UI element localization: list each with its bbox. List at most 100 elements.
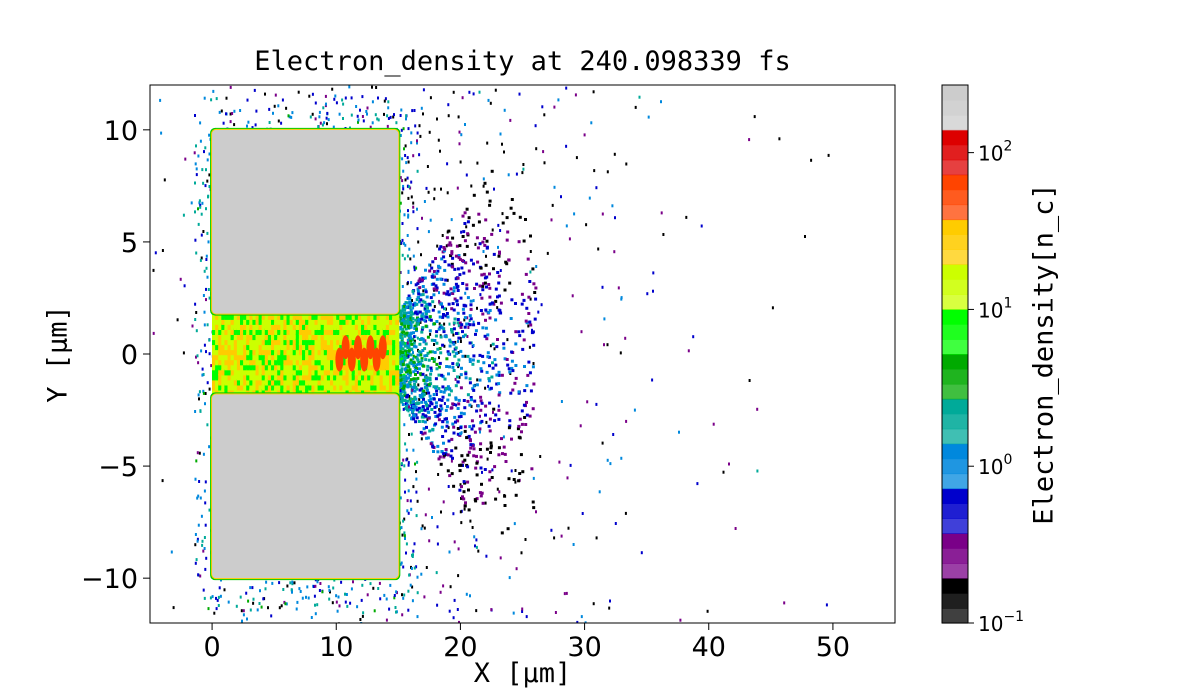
density-speck	[592, 90, 595, 94]
density-speck	[184, 157, 187, 161]
plume-cell	[481, 326, 485, 330]
halo-cell	[323, 121, 326, 125]
channel-cell	[379, 384, 384, 391]
channel-cell	[379, 323, 384, 330]
plume-cell	[414, 365, 417, 368]
plume-cell	[420, 330, 424, 334]
plume-cell	[451, 362, 455, 366]
channel-cell	[258, 363, 263, 371]
channel-cell	[267, 343, 272, 351]
density-speck	[436, 117, 438, 121]
channel-cell	[339, 318, 344, 325]
channel-cell	[308, 363, 313, 371]
hot-spot	[366, 335, 375, 360]
halo-cell	[195, 558, 198, 562]
halo-cell	[242, 609, 245, 613]
plume-cell	[488, 417, 492, 421]
channel-cell	[277, 353, 282, 361]
channel-cell	[243, 384, 248, 391]
halo-cell	[340, 580, 343, 584]
channel-cell	[218, 374, 223, 381]
plume-cell	[464, 304, 468, 308]
plume-cell	[425, 386, 429, 390]
plume-cell	[496, 295, 499, 299]
halo-cell	[412, 357, 415, 361]
halo-cell	[194, 181, 196, 185]
channel-cell	[311, 379, 316, 386]
halo-cell	[291, 590, 293, 594]
halo-cell	[415, 477, 418, 481]
channel-cell	[348, 369, 353, 376]
channel-cell	[243, 338, 248, 346]
density-speck	[402, 184, 405, 188]
channel-cell	[283, 318, 288, 325]
channel-cell	[233, 358, 238, 366]
density-speck	[692, 335, 695, 339]
plume-cell	[437, 327, 441, 331]
density-speck	[573, 212, 576, 216]
plume-cell	[501, 221, 505, 225]
channel-cell	[376, 369, 381, 376]
channel-cell	[233, 389, 238, 396]
plume-cell	[435, 320, 439, 323]
plume-cell	[430, 408, 434, 411]
plume-cell	[410, 362, 414, 366]
plume-cell	[491, 342, 495, 346]
halo-cell	[338, 604, 341, 608]
density-speck	[706, 609, 709, 613]
density-speck	[493, 347, 496, 351]
plume-cell	[458, 321, 462, 325]
plume-cell	[469, 443, 473, 447]
plume-cell	[447, 372, 450, 376]
density-speck	[585, 223, 588, 227]
halo-cell	[235, 604, 238, 608]
density-speck	[206, 381, 209, 385]
channel-cell	[298, 318, 303, 325]
halo-cell	[328, 588, 331, 592]
density-speck	[442, 500, 445, 504]
channel-cell	[236, 369, 241, 376]
density-speck	[406, 234, 409, 237]
channel-cell	[230, 333, 235, 341]
plume-cell	[409, 316, 413, 320]
channel-cell	[336, 333, 341, 341]
halo-cell	[395, 610, 397, 614]
density-speck	[509, 118, 512, 122]
plume-cell	[508, 419, 512, 423]
density-speck	[415, 514, 418, 518]
plume-cell	[532, 382, 536, 386]
channel-cell	[311, 318, 316, 325]
halo-cell	[407, 461, 410, 465]
channel-cell	[289, 379, 294, 386]
density-speck	[501, 142, 503, 146]
channel-cell	[215, 379, 220, 386]
density-speck	[428, 263, 431, 267]
channel-cell	[258, 343, 263, 351]
halo-cell	[318, 110, 321, 114]
halo-cell	[277, 104, 280, 108]
channel-cell	[333, 369, 338, 376]
plume-cell	[513, 381, 517, 385]
channel-cell	[392, 323, 397, 330]
density-speck	[464, 354, 467, 358]
plume-cell	[463, 458, 467, 462]
density-speck	[297, 90, 300, 94]
channel-cell	[308, 328, 313, 335]
density-speck	[427, 230, 430, 234]
channel-cell	[354, 328, 359, 335]
halo-cell	[197, 222, 200, 226]
density-speck	[586, 400, 589, 404]
halo-cell	[332, 125, 335, 129]
plume-cell	[424, 400, 427, 404]
density-speck	[429, 263, 432, 267]
plume-cell	[402, 330, 406, 334]
plume-cell	[405, 395, 409, 399]
channel-cell	[308, 379, 313, 386]
halo-cell	[203, 323, 206, 327]
plume-cell	[398, 382, 402, 386]
density-speck	[554, 611, 557, 614]
channel-cell	[295, 343, 300, 351]
density-speck	[318, 115, 321, 119]
density-map	[152, 85, 830, 623]
halo-cell	[357, 118, 360, 122]
